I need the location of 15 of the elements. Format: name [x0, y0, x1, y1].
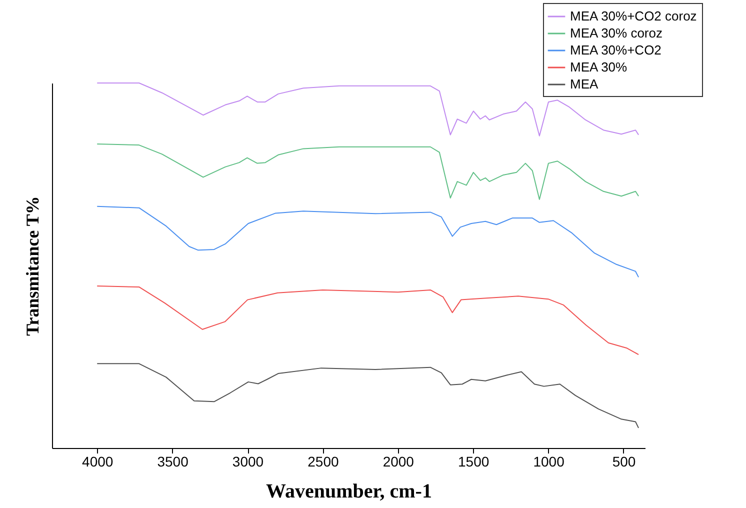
y-axis-title: Transmitance T% [22, 196, 42, 336]
legend-label: MEA 30% [570, 60, 628, 74]
x-tick-label: 2500 [308, 454, 339, 470]
x-tick-label: 1000 [533, 454, 565, 470]
x-tick-label: 1500 [458, 454, 490, 470]
legend-label: MEA 30%+CO2 coroz [570, 8, 697, 24]
legend-label: MEA 30%+CO2 [570, 42, 662, 58]
x-tick-label: 3500 [157, 454, 189, 470]
x-axis-title: Wavenumber, cm-1 [266, 480, 432, 502]
x-tick-label: 4000 [82, 454, 114, 470]
legend-label: MEA [570, 76, 598, 92]
legend-label: MEA 30% coroz [570, 26, 662, 40]
x-tick-label: 2000 [382, 454, 414, 470]
x-tick-label: 3000 [232, 454, 264, 470]
x-tick-label: 500 [612, 454, 636, 470]
